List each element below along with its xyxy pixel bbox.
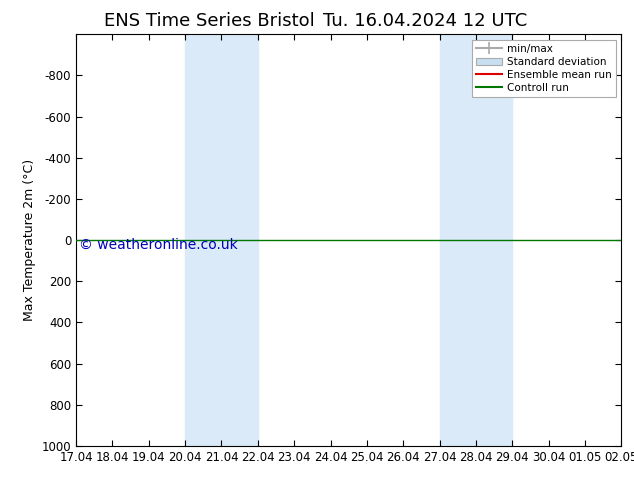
Legend: min/max, Standard deviation, Ensemble mean run, Controll run: min/max, Standard deviation, Ensemble me… xyxy=(472,40,616,97)
Bar xyxy=(185,34,258,446)
Bar xyxy=(439,34,512,446)
Text: Tu. 16.04.2024 12 UTC: Tu. 16.04.2024 12 UTC xyxy=(323,12,527,30)
Text: © weatheronline.co.uk: © weatheronline.co.uk xyxy=(79,238,238,252)
Y-axis label: Max Temperature 2m (°C): Max Temperature 2m (°C) xyxy=(23,159,36,321)
Text: ENS Time Series Bristol: ENS Time Series Bristol xyxy=(104,12,314,30)
